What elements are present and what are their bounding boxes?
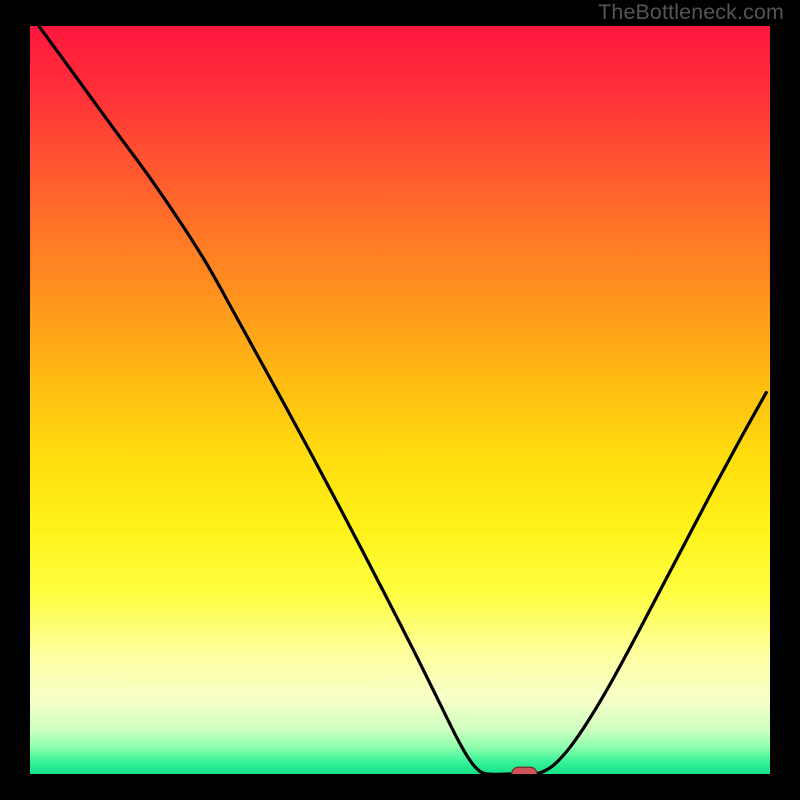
- bottleneck-chart: [30, 26, 770, 774]
- optimal-marker: [512, 767, 537, 774]
- gradient-background: [30, 26, 770, 774]
- plot-area: [30, 26, 770, 774]
- chart-frame: TheBottleneck.com: [0, 0, 800, 800]
- watermark-text: TheBottleneck.com: [598, 0, 784, 25]
